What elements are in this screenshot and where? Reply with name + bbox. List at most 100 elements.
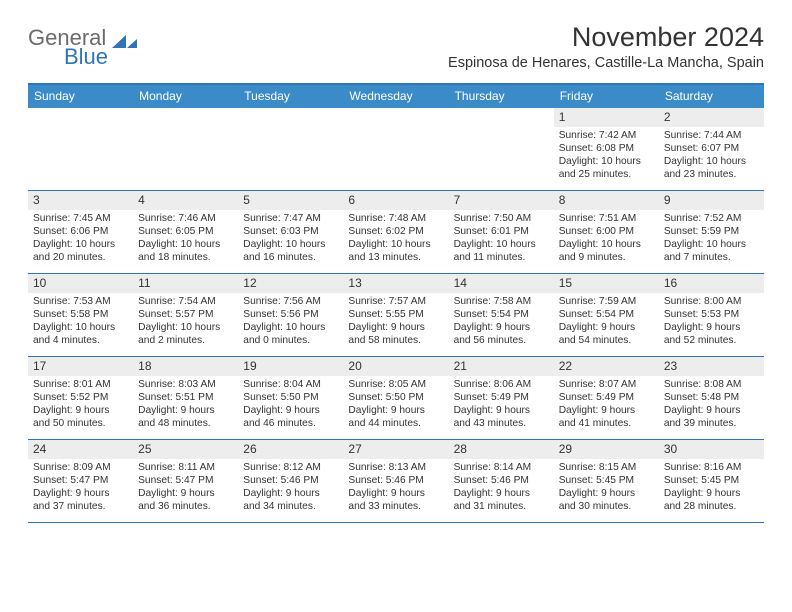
weekday-header-row: Sunday Monday Tuesday Wednesday Thursday…: [28, 85, 764, 108]
day-detail-text: Sunrise: 7:53 AMSunset: 5:58 PMDaylight:…: [28, 293, 133, 351]
calendar-day-cell: 27Sunrise: 8:13 AMSunset: 5:46 PMDayligh…: [343, 440, 448, 522]
day-number: 2: [659, 108, 764, 127]
calendar-day-cell: 18Sunrise: 8:03 AMSunset: 5:51 PMDayligh…: [133, 357, 238, 439]
calendar-day-cell: 28Sunrise: 8:14 AMSunset: 5:46 PMDayligh…: [449, 440, 554, 522]
day-number: 30: [659, 440, 764, 459]
brand-text: General Blue: [28, 28, 108, 68]
calendar-day-cell: 0: [449, 108, 554, 190]
calendar-week-row: 24Sunrise: 8:09 AMSunset: 5:47 PMDayligh…: [28, 440, 764, 523]
calendar-day-cell: 13Sunrise: 7:57 AMSunset: 5:55 PMDayligh…: [343, 274, 448, 356]
day-number: 23: [659, 357, 764, 376]
day-number: 10: [28, 274, 133, 293]
day-detail-text: Sunrise: 8:00 AMSunset: 5:53 PMDaylight:…: [659, 293, 764, 351]
day-number: 22: [554, 357, 659, 376]
day-number: 6: [343, 191, 448, 210]
day-number: 13: [343, 274, 448, 293]
day-detail-text: [238, 127, 343, 133]
calendar-day-cell: 14Sunrise: 7:58 AMSunset: 5:54 PMDayligh…: [449, 274, 554, 356]
day-detail-text: Sunrise: 7:57 AMSunset: 5:55 PMDaylight:…: [343, 293, 448, 351]
day-detail-text: Sunrise: 7:54 AMSunset: 5:57 PMDaylight:…: [133, 293, 238, 351]
calendar-day-cell: 10Sunrise: 7:53 AMSunset: 5:58 PMDayligh…: [28, 274, 133, 356]
calendar-day-cell: 0: [28, 108, 133, 190]
brand-line2: Blue: [28, 47, 108, 68]
triangle-icon: [112, 32, 138, 54]
day-number: 12: [238, 274, 343, 293]
day-number: 24: [28, 440, 133, 459]
day-detail-text: Sunrise: 8:16 AMSunset: 5:45 PMDaylight:…: [659, 459, 764, 517]
calendar-week-row: 3Sunrise: 7:45 AMSunset: 6:06 PMDaylight…: [28, 191, 764, 274]
calendar-day-cell: 8Sunrise: 7:51 AMSunset: 6:00 PMDaylight…: [554, 191, 659, 273]
day-number: 20: [343, 357, 448, 376]
calendar-day-cell: 29Sunrise: 8:15 AMSunset: 5:45 PMDayligh…: [554, 440, 659, 522]
day-number: 7: [449, 191, 554, 210]
day-number: 18: [133, 357, 238, 376]
calendar-page: General Blue November 2024 Espinosa de H…: [0, 0, 792, 523]
calendar-day-cell: 22Sunrise: 8:07 AMSunset: 5:49 PMDayligh…: [554, 357, 659, 439]
day-number: 8: [554, 191, 659, 210]
day-detail-text: Sunrise: 7:51 AMSunset: 6:00 PMDaylight:…: [554, 210, 659, 268]
weekday-header: Friday: [554, 85, 659, 108]
calendar-day-cell: 9Sunrise: 7:52 AMSunset: 5:59 PMDaylight…: [659, 191, 764, 273]
day-number: 17: [28, 357, 133, 376]
header: General Blue November 2024 Espinosa de H…: [28, 22, 764, 71]
day-detail-text: Sunrise: 8:09 AMSunset: 5:47 PMDaylight:…: [28, 459, 133, 517]
calendar-day-cell: 24Sunrise: 8:09 AMSunset: 5:47 PMDayligh…: [28, 440, 133, 522]
day-detail-text: [449, 127, 554, 133]
day-number: 5: [238, 191, 343, 210]
day-number: 4: [133, 191, 238, 210]
calendar-day-cell: 6Sunrise: 7:48 AMSunset: 6:02 PMDaylight…: [343, 191, 448, 273]
calendar-day-cell: 26Sunrise: 8:12 AMSunset: 5:46 PMDayligh…: [238, 440, 343, 522]
calendar-day-cell: 11Sunrise: 7:54 AMSunset: 5:57 PMDayligh…: [133, 274, 238, 356]
day-number: 1: [554, 108, 659, 127]
day-detail-text: Sunrise: 7:52 AMSunset: 5:59 PMDaylight:…: [659, 210, 764, 268]
calendar-grid: Sunday Monday Tuesday Wednesday Thursday…: [28, 83, 764, 523]
calendar-day-cell: 0: [343, 108, 448, 190]
calendar-day-cell: 19Sunrise: 8:04 AMSunset: 5:50 PMDayligh…: [238, 357, 343, 439]
day-detail-text: Sunrise: 8:06 AMSunset: 5:49 PMDaylight:…: [449, 376, 554, 434]
day-number: 28: [449, 440, 554, 459]
calendar-day-cell: 12Sunrise: 7:56 AMSunset: 5:56 PMDayligh…: [238, 274, 343, 356]
calendar-day-cell: 7Sunrise: 7:50 AMSunset: 6:01 PMDaylight…: [449, 191, 554, 273]
day-detail-text: Sunrise: 8:07 AMSunset: 5:49 PMDaylight:…: [554, 376, 659, 434]
day-detail-text: Sunrise: 7:46 AMSunset: 6:05 PMDaylight:…: [133, 210, 238, 268]
weekday-header: Tuesday: [238, 85, 343, 108]
calendar-day-cell: 3Sunrise: 7:45 AMSunset: 6:06 PMDaylight…: [28, 191, 133, 273]
weekday-header: Wednesday: [343, 85, 448, 108]
day-detail-text: Sunrise: 8:01 AMSunset: 5:52 PMDaylight:…: [28, 376, 133, 434]
day-detail-text: Sunrise: 8:03 AMSunset: 5:51 PMDaylight:…: [133, 376, 238, 434]
day-number: 16: [659, 274, 764, 293]
day-number: 19: [238, 357, 343, 376]
day-number: 14: [449, 274, 554, 293]
calendar-day-cell: 5Sunrise: 7:47 AMSunset: 6:03 PMDaylight…: [238, 191, 343, 273]
day-detail-text: [28, 127, 133, 133]
day-detail-text: [343, 127, 448, 133]
day-detail-text: Sunrise: 8:12 AMSunset: 5:46 PMDaylight:…: [238, 459, 343, 517]
calendar-week-row: 000001Sunrise: 7:42 AMSunset: 6:08 PMDay…: [28, 108, 764, 191]
day-detail-text: Sunrise: 7:48 AMSunset: 6:02 PMDaylight:…: [343, 210, 448, 268]
day-number: 21: [449, 357, 554, 376]
weekday-header: Thursday: [449, 85, 554, 108]
page-title: November 2024: [448, 22, 764, 53]
calendar-day-cell: 16Sunrise: 8:00 AMSunset: 5:53 PMDayligh…: [659, 274, 764, 356]
day-number: 3: [28, 191, 133, 210]
day-detail-text: Sunrise: 8:04 AMSunset: 5:50 PMDaylight:…: [238, 376, 343, 434]
calendar-day-cell: 0: [238, 108, 343, 190]
day-detail-text: Sunrise: 8:15 AMSunset: 5:45 PMDaylight:…: [554, 459, 659, 517]
calendar-day-cell: 17Sunrise: 8:01 AMSunset: 5:52 PMDayligh…: [28, 357, 133, 439]
day-detail-text: Sunrise: 7:47 AMSunset: 6:03 PMDaylight:…: [238, 210, 343, 268]
calendar-week-row: 10Sunrise: 7:53 AMSunset: 5:58 PMDayligh…: [28, 274, 764, 357]
calendar-day-cell: 2Sunrise: 7:44 AMSunset: 6:07 PMDaylight…: [659, 108, 764, 190]
day-detail-text: Sunrise: 8:14 AMSunset: 5:46 PMDaylight:…: [449, 459, 554, 517]
calendar-day-cell: 21Sunrise: 8:06 AMSunset: 5:49 PMDayligh…: [449, 357, 554, 439]
day-detail-text: Sunrise: 7:44 AMSunset: 6:07 PMDaylight:…: [659, 127, 764, 185]
weeks-container: 000001Sunrise: 7:42 AMSunset: 6:08 PMDay…: [28, 108, 764, 523]
day-detail-text: Sunrise: 7:50 AMSunset: 6:01 PMDaylight:…: [449, 210, 554, 268]
day-detail-text: Sunrise: 8:08 AMSunset: 5:48 PMDaylight:…: [659, 376, 764, 434]
calendar-day-cell: 20Sunrise: 8:05 AMSunset: 5:50 PMDayligh…: [343, 357, 448, 439]
calendar-day-cell: 15Sunrise: 7:59 AMSunset: 5:54 PMDayligh…: [554, 274, 659, 356]
page-subtitle: Espinosa de Henares, Castille-La Mancha,…: [448, 55, 764, 71]
brand-logo: General Blue: [28, 22, 138, 68]
day-number: 25: [133, 440, 238, 459]
calendar-day-cell: 0: [133, 108, 238, 190]
day-detail-text: [133, 127, 238, 133]
